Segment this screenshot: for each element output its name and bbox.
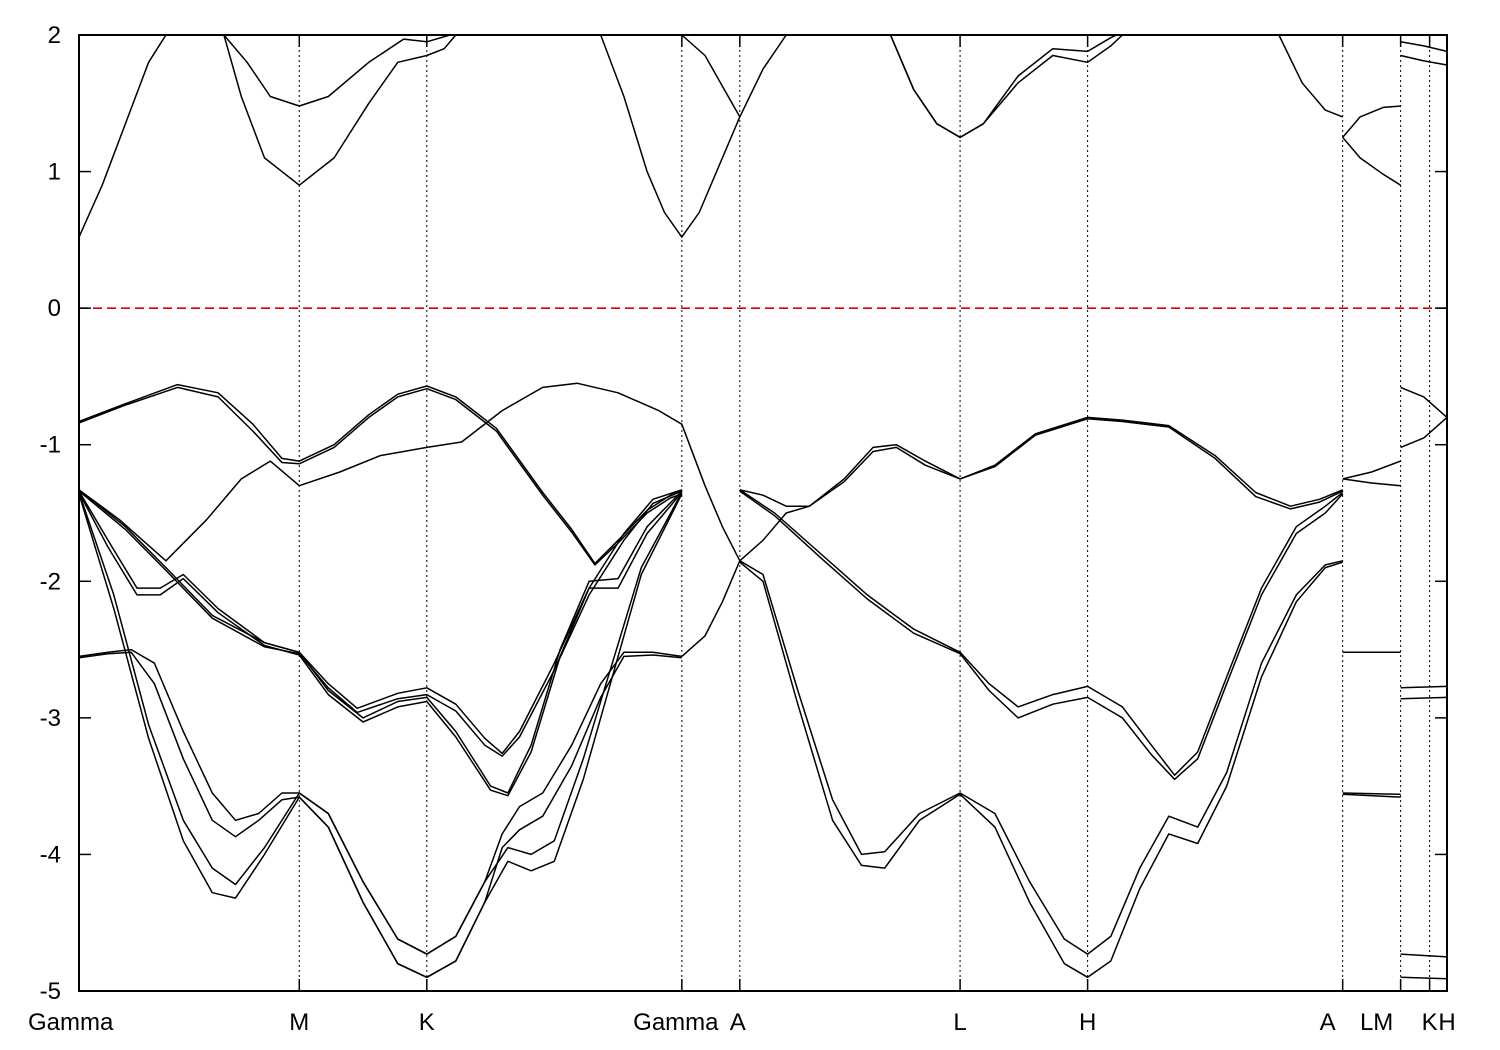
band-line-10	[1342, 105, 1401, 138]
y-tick-label: 2	[48, 22, 61, 49]
band-line-5	[681, 34, 787, 118]
x-tick-label-h: H	[1079, 1009, 1096, 1036]
x-tick-label-gamma: Gamma	[28, 1009, 114, 1036]
y-tick-label: -3	[40, 705, 61, 732]
x-tick-label-l: L	[953, 1009, 966, 1036]
band-line-29	[739, 561, 1343, 979]
y-tick-label: -5	[40, 978, 61, 1005]
band-line-8	[1278, 34, 1343, 118]
band-line-19	[78, 490, 683, 757]
band-lines	[78, 34, 1448, 980]
band-line-30	[1342, 460, 1401, 480]
x-tick-label-gamma: Gamma	[633, 1009, 719, 1036]
x-tick-label-h: H	[1438, 1009, 1455, 1036]
y-tick-label: -2	[40, 568, 61, 595]
band-line-26	[78, 492, 683, 955]
y-tick-labels: 2 1 0 -1 -2 -3 -4 -5	[40, 22, 61, 1005]
y-tick-label: 0	[48, 295, 61, 322]
y-tick-label: -4	[40, 841, 61, 868]
band-line-40	[1400, 976, 1448, 980]
band-line-2	[223, 34, 457, 186]
band-line-13	[78, 383, 683, 565]
band-line-21	[78, 492, 683, 797]
band-line-31	[1342, 478, 1401, 487]
y-tick-label: -1	[40, 432, 61, 459]
band-line-20	[78, 490, 683, 794]
band-line-27	[78, 493, 683, 979]
band-line-22	[739, 489, 1344, 776]
x-tick-label-k: K	[419, 1009, 435, 1036]
band-line-39	[1400, 953, 1448, 958]
band-line-17	[739, 418, 1344, 510]
band-line-37	[1400, 685, 1448, 689]
band-line-9	[1342, 136, 1401, 186]
band-line-28	[681, 560, 1343, 955]
x-tick-label-a: A	[1320, 1009, 1336, 1036]
band-line-33	[1342, 792, 1401, 796]
x-tick-label-k: K	[1422, 1009, 1438, 1036]
band-line-4	[599, 34, 741, 238]
x-tick-label-a: A	[730, 1009, 746, 1036]
band-line-14	[78, 386, 683, 566]
x-tick-labels: Gamma M K Gamma A L H A LM K H	[28, 1009, 1456, 1036]
y-tick-label: 1	[48, 159, 61, 186]
band-line-7	[889, 34, 1117, 139]
band-line-15	[78, 382, 741, 562]
band-line-23	[739, 490, 1344, 781]
band-line-12	[1400, 54, 1448, 66]
band-line-3	[223, 34, 451, 107]
band-line-11	[1400, 41, 1448, 53]
band-line-36	[1400, 416, 1448, 449]
x-tick-label-lm: LM	[1360, 1009, 1393, 1036]
x-tick-label-m: M	[289, 1009, 309, 1036]
band-line-34	[1342, 793, 1401, 798]
band-line-1	[78, 34, 167, 238]
plot-frame	[78, 34, 1448, 992]
band-line-35	[1400, 386, 1448, 418]
high-symmetry-gridlines	[298, 35, 1431, 991]
band-line-38	[1400, 696, 1448, 700]
